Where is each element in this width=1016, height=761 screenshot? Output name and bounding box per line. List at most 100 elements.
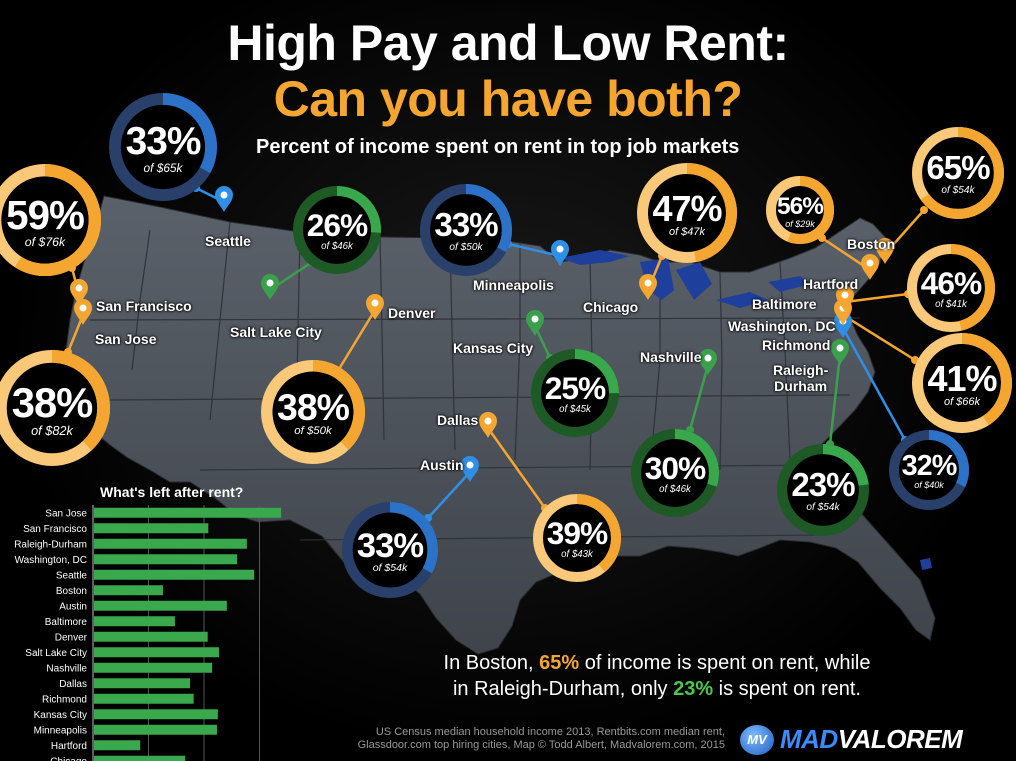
pin-group [70, 186, 894, 482]
bar-category-label: San Jose [45, 508, 87, 519]
ring-arc-hartford [766, 176, 834, 244]
ring-dallas [533, 494, 621, 582]
city-label-dallas: Dallas [437, 412, 479, 428]
ring-kansas-city [531, 349, 619, 437]
income-label-dallas: of $43k [561, 549, 593, 561]
bar-category-label: Nashville [46, 663, 87, 674]
ring-arc-baltimore [907, 244, 995, 332]
bar-category-label: Baltimore [45, 617, 88, 628]
city-label-washington-dc: Washington, DC [728, 318, 836, 334]
city-label-raleigh-durham: Raleigh- Durham [773, 362, 829, 394]
income-label-denver: of $50k [294, 425, 332, 438]
ring-arc-washington-dc [912, 333, 1012, 433]
callout-pct-low: 23% [673, 678, 714, 700]
income-label-nashville: of $46k [659, 484, 691, 496]
ring-arc-minneapolis [419, 184, 512, 277]
ring-arc-austin [341, 501, 439, 599]
ring-arc-dallas [533, 494, 621, 582]
bar-boston [94, 585, 163, 596]
bar-chart-title: What's left after rent? [100, 484, 244, 500]
pin-icon-denver [366, 294, 384, 320]
ring-arc-raleigh-durham [776, 444, 869, 537]
callout-line-1: In Boston, 65% of income is spent on ren… [443, 652, 871, 674]
bar-raleigh-durham [94, 538, 247, 549]
income-label-raleigh-durham: of $54k [806, 501, 840, 513]
ring-san-jose [0, 350, 111, 466]
pin-icon-raleigh-durham [831, 339, 849, 365]
pin-dot-dallas [484, 417, 492, 425]
bar-category-label: Washington, DC [15, 555, 87, 566]
pct-label-austin: 33% [356, 526, 424, 565]
connector-nashville [688, 364, 710, 431]
ring-arc-denver [261, 360, 365, 464]
pct-label-baltimore: 46% [920, 265, 982, 302]
pct-label-san-francisco: 59% [6, 192, 85, 238]
ring-arc-san-francisco [0, 163, 102, 277]
city-label-seattle: Seattle [205, 233, 251, 249]
pin-icon-salt-lake-city [261, 274, 279, 300]
income-label-kansas-city: of $45k [559, 404, 591, 416]
subtitle: Percent of income spent on rent in top j… [256, 136, 740, 158]
pin-dot-seattle [220, 191, 228, 199]
pin-dot-raleigh-durham [836, 344, 844, 352]
city-label-chicago: Chicago [583, 299, 639, 315]
pin-icon-austin [461, 456, 479, 482]
connector-minneapolis [507, 242, 561, 258]
callout-text: In Boston, 65% of income is spent on ren… [392, 650, 922, 702]
pin-dot-chicago [644, 279, 652, 287]
income-label-washington-dc: of $66k [943, 395, 981, 408]
callout-pct-high: 65% [539, 652, 580, 674]
pin-dot-boston [881, 243, 889, 251]
pin-icon-chicago [639, 274, 657, 300]
callout-line-2: in Raleigh-Durham, only 23% is spent on … [452, 678, 861, 700]
pin-dot-san-jose [79, 304, 87, 312]
connector-dot-boston [920, 206, 928, 214]
pin-icon-san-jose [74, 299, 92, 325]
bar-chicago [94, 755, 186, 761]
ring-group [0, 92, 1012, 599]
source-line-2: Glassdoor.com top hiring cities, Map © T… [357, 739, 725, 751]
bar-kansas-city [94, 709, 218, 720]
bar-hartford [94, 740, 141, 751]
bar-category-label: Hartford [51, 741, 87, 752]
pct-label-washington-dc: 41% [927, 357, 997, 399]
bar-category-label: Raleigh-Durham [14, 539, 87, 550]
connector-raleigh-durham [828, 354, 842, 445]
bar-salt-lake-city [94, 647, 219, 658]
city-label-san-jose: San Jose [95, 331, 157, 347]
pin-icon-san-francisco [70, 279, 88, 305]
connector-denver [334, 309, 377, 375]
ring-arc-san-jose [0, 350, 111, 466]
income-label-seattle: of $65k [143, 160, 183, 175]
city-label-austin: Austin [420, 457, 464, 473]
connector-austin [427, 471, 471, 519]
ring-san-francisco [0, 163, 102, 277]
ring-arc-salt-lake-city [293, 186, 381, 274]
pin-dot-kansas-city [531, 315, 539, 323]
income-label-richmond: of $40k [914, 480, 944, 491]
bar-san-francisco [94, 523, 209, 534]
ring-seattle [109, 92, 218, 202]
logo-badge: MV [740, 724, 774, 755]
pct-label-seattle: 33% [125, 119, 202, 163]
pin-icon-kansas-city [526, 310, 544, 336]
income-label-boston: of $54k [941, 184, 975, 196]
bar-category-label: Kansas City [34, 710, 87, 721]
pin-icon-hartford [861, 254, 879, 280]
ring-nashville [631, 429, 719, 517]
pct-label-salt-lake-city: 26% [306, 207, 368, 244]
income-label-san-francisco: of $76k [24, 234, 66, 249]
city-label-minneapolis: Minneapolis [473, 277, 554, 293]
bar-nashville [94, 662, 213, 673]
pct-label-richmond: 32% [901, 450, 958, 483]
lake-okeechobee [920, 558, 932, 570]
logo-wordmark: MADVALOREM [780, 724, 963, 754]
bar-category-label: Dallas [59, 679, 87, 690]
pin-dot-austin [466, 461, 474, 469]
pin-dot-nashville [704, 354, 712, 362]
ring-arc-kansas-city [531, 349, 619, 437]
pin-icon-minneapolis [551, 240, 569, 266]
us-landmass [65, 195, 936, 655]
income-label-baltimore: of $41k [935, 299, 967, 311]
pin-icon-seattle [215, 186, 233, 212]
